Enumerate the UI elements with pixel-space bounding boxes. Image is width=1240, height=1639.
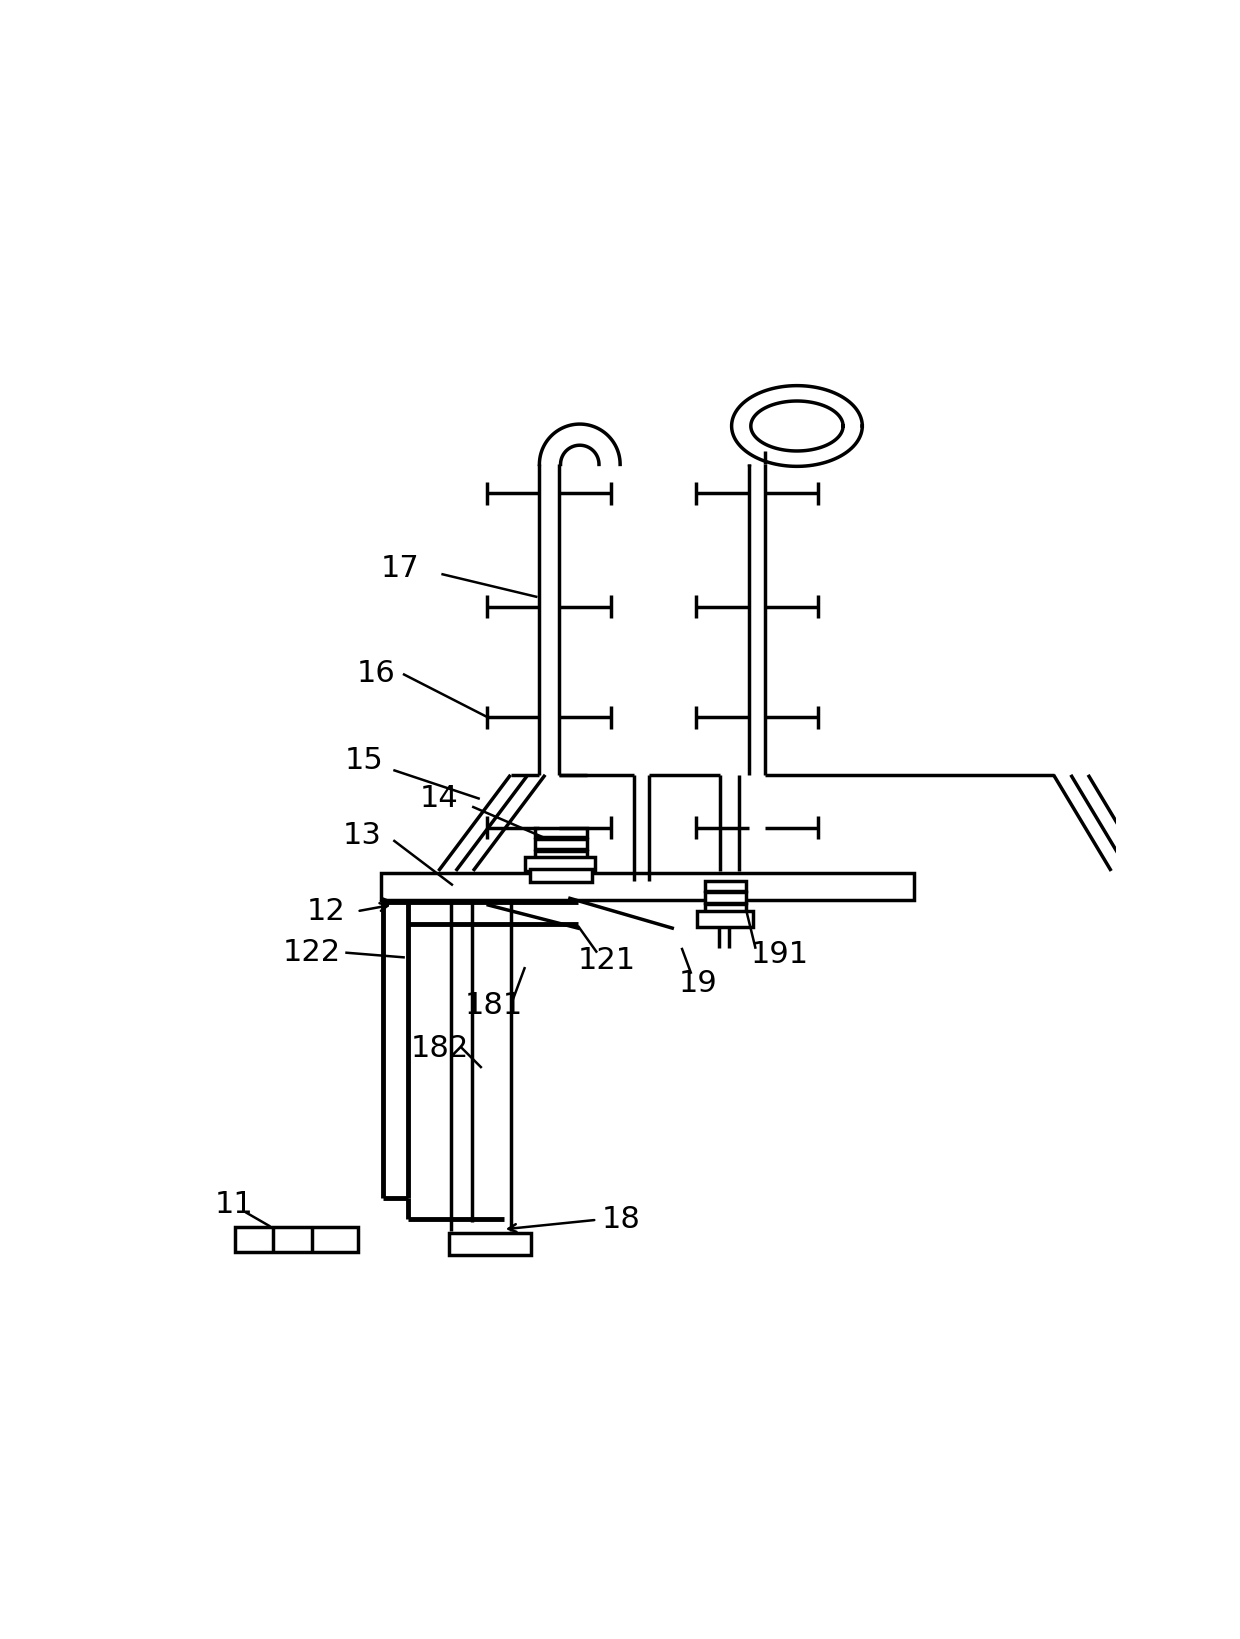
Text: 13: 13: [343, 821, 382, 851]
Bar: [534, 839, 588, 849]
Text: 121: 121: [578, 946, 636, 975]
Text: 11: 11: [215, 1190, 253, 1219]
Text: 18: 18: [601, 1205, 641, 1234]
Bar: [704, 903, 746, 915]
Text: 14: 14: [420, 785, 459, 813]
Bar: [704, 880, 746, 892]
Text: 19: 19: [678, 969, 717, 998]
Text: 181: 181: [465, 992, 523, 1019]
Text: 15: 15: [345, 746, 384, 775]
Bar: [534, 851, 588, 860]
Text: 16: 16: [357, 659, 396, 688]
Bar: [529, 869, 593, 882]
Bar: [449, 1233, 531, 1255]
Text: 12: 12: [306, 897, 346, 926]
Text: 122: 122: [283, 938, 341, 967]
Text: 182: 182: [410, 1034, 469, 1064]
Bar: [381, 874, 914, 900]
Bar: [525, 857, 595, 870]
Bar: [697, 911, 753, 926]
Bar: [234, 1228, 358, 1252]
Text: 191: 191: [750, 941, 808, 969]
Bar: [534, 828, 588, 838]
Bar: [704, 892, 746, 903]
Text: 17: 17: [381, 554, 419, 583]
